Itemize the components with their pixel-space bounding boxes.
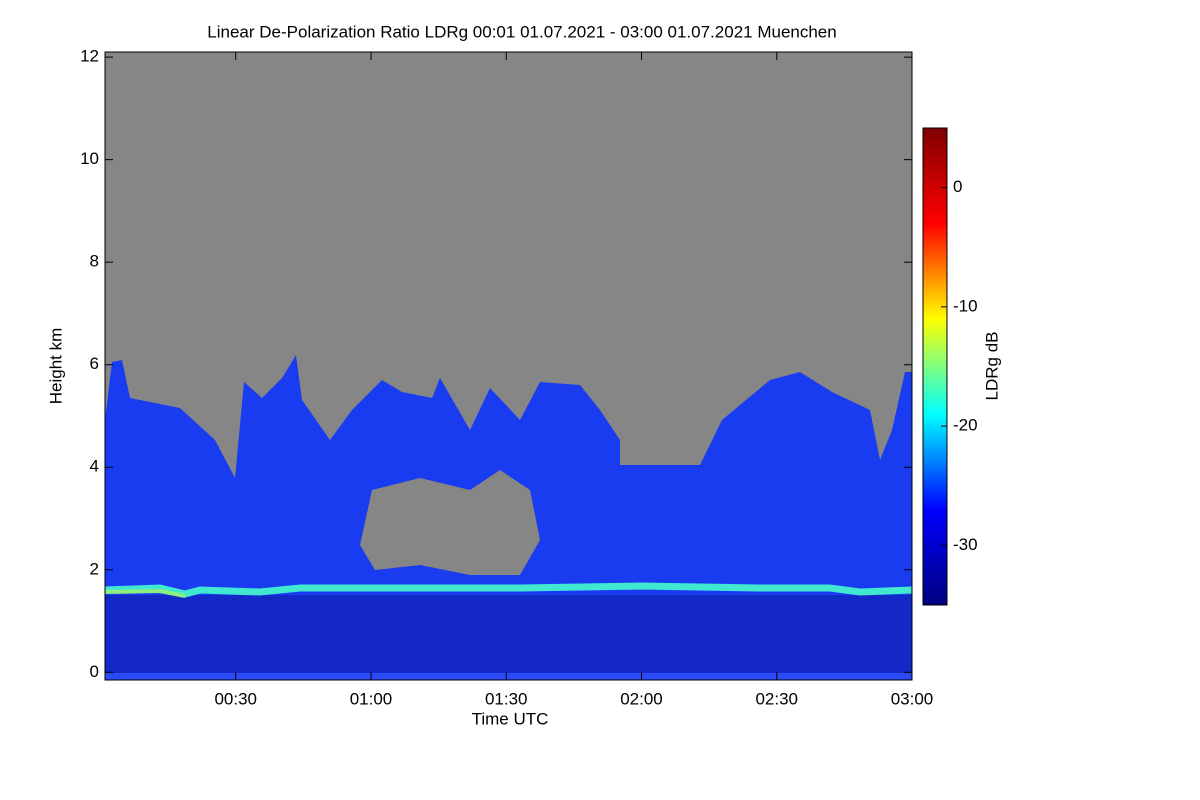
x-tick-label: 03:00 bbox=[891, 689, 934, 708]
x-tick-label: 01:00 bbox=[350, 689, 393, 708]
y-tick-label: 12 bbox=[80, 47, 99, 66]
x-tick-label: 00:30 bbox=[214, 689, 257, 708]
colorbar-tick-label: 0 bbox=[953, 177, 962, 196]
plot-frame bbox=[104, 51, 913, 681]
aerosol-layer-core bbox=[104, 588, 186, 598]
y-tick-label: 8 bbox=[90, 252, 99, 271]
y-tick-label: 6 bbox=[90, 354, 99, 373]
y-tick-label: 0 bbox=[90, 662, 99, 681]
clear-gap bbox=[650, 310, 690, 355]
x-tick-label: 02:30 bbox=[755, 689, 798, 708]
colorbar-tick-label: -20 bbox=[953, 416, 978, 435]
colorbar-tick-label: -10 bbox=[953, 296, 978, 315]
y-tick-label: 4 bbox=[90, 457, 99, 476]
colorbar bbox=[922, 127, 948, 606]
colorbar-tick-label: -30 bbox=[953, 535, 978, 554]
x-tick-label: 01:30 bbox=[485, 689, 528, 708]
colorbar-label: LDRg dB bbox=[982, 332, 1001, 401]
field bbox=[104, 52, 913, 680]
clear-gap bbox=[360, 470, 540, 575]
ground-layer bbox=[105, 673, 912, 680]
y-axis-label: Height km bbox=[46, 328, 65, 405]
x-axis-label: Time UTC bbox=[472, 709, 549, 728]
chart-title: Linear De-Polarization Ratio LDRg 00:01 … bbox=[207, 22, 836, 41]
lower-layer bbox=[105, 595, 912, 673]
x-tick-label: 02:00 bbox=[620, 689, 663, 708]
y-tick-label: 2 bbox=[90, 559, 99, 578]
y-tick-label: 10 bbox=[80, 149, 99, 168]
